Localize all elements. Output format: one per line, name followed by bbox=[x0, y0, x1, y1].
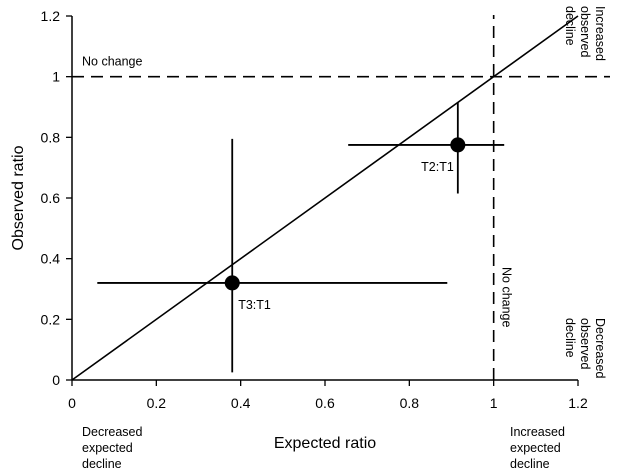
y-tick-label: 0.8 bbox=[41, 129, 61, 145]
y-tick-label: 0 bbox=[52, 372, 60, 388]
y-tick-label: 0.4 bbox=[41, 251, 61, 267]
y-tick-label: 1 bbox=[52, 69, 60, 85]
data-point bbox=[224, 275, 240, 291]
y-axis-title: Observed ratio bbox=[10, 145, 27, 250]
x-tick-label: 0.6 bbox=[315, 395, 335, 411]
data-point-label: T3:T1 bbox=[238, 298, 271, 312]
decreased-observed-decline-label: Decreasedobserveddecline bbox=[563, 318, 607, 378]
x-tick-label: 0 bbox=[68, 395, 76, 411]
increased-observed-decline-label: Increasedobserveddecline bbox=[563, 6, 607, 61]
chart-labels: 0 0.2 0.4 0.6 0.8 1 1.2 0 0.2 0.4 0.6 0.8 1 1.2 No cha… bbox=[10, 6, 607, 471]
horizontal-no-change-label: No change bbox=[82, 55, 143, 69]
increased-expected-decline-label: Increased expected decline bbox=[510, 425, 565, 471]
vertical-no-change-label: No change bbox=[500, 267, 514, 328]
x-axis-title: Expected ratio bbox=[274, 435, 376, 452]
data-point bbox=[450, 137, 466, 153]
x-tick-label: 1 bbox=[490, 395, 498, 411]
x-tick-label: 1.2 bbox=[568, 395, 588, 411]
y-tick-label: 1.2 bbox=[41, 8, 61, 24]
x-tick-label: 0.8 bbox=[400, 395, 420, 411]
x-tick-label: 0.4 bbox=[231, 395, 251, 411]
identity-line bbox=[71, 15, 579, 381]
decreased-expected-decline-label: Decreased expected decline bbox=[82, 425, 142, 471]
y-tick-label: 0.2 bbox=[41, 311, 61, 327]
plot-area bbox=[66, 15, 610, 386]
x-tick-label: 0.2 bbox=[147, 395, 167, 411]
data-point-label: T2:T1 bbox=[421, 160, 454, 174]
y-tick-label: 0.6 bbox=[41, 190, 61, 206]
